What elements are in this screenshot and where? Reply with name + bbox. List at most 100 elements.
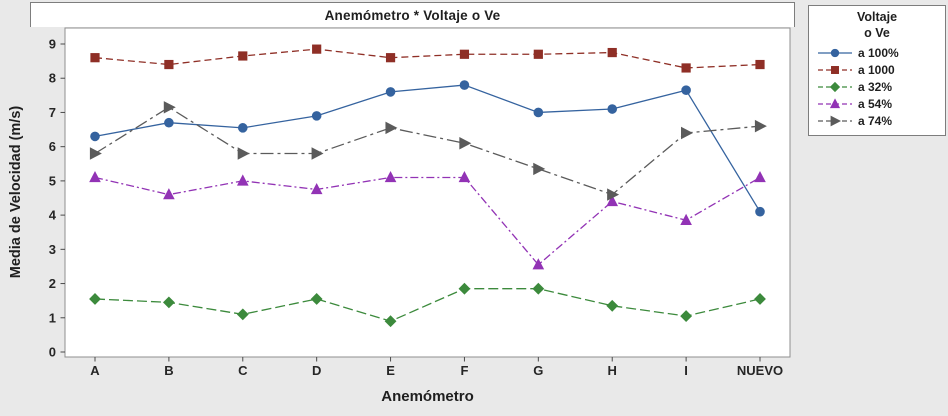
- data-point-marker: [310, 293, 323, 305]
- data-point-marker: [163, 101, 176, 114]
- y-tick-label: 1: [49, 310, 56, 325]
- legend-label: a 32%: [858, 79, 893, 94]
- data-point-marker: [606, 194, 619, 207]
- y-tick-label: 9: [49, 37, 56, 52]
- data-point-marker: [533, 49, 543, 59]
- legend: Voltaje o Ve a 100% a 1000 a 32% a 54% a 74%: [808, 5, 946, 137]
- series-line-a-32%: [94, 288, 761, 322]
- data-point-marker: [458, 170, 471, 183]
- legend-item-a-74%: a 74%: [809, 112, 945, 129]
- data-point-marker: [311, 111, 322, 121]
- data-point-marker: [680, 310, 693, 322]
- x-tick-label: D: [312, 363, 321, 378]
- data-point-marker: [830, 48, 840, 57]
- x-tick-label: I: [684, 363, 688, 378]
- series-line-a-54%: [94, 176, 761, 266]
- data-point-marker: [533, 107, 544, 118]
- data-point-marker: [459, 80, 470, 90]
- legend-item-a-1000: a 1000: [809, 61, 945, 78]
- legend-item-a-100%: a 100%: [809, 44, 945, 61]
- x-tick-label: F: [460, 363, 468, 378]
- data-point-marker: [532, 282, 545, 295]
- data-point-marker: [755, 206, 765, 217]
- y-tick-label: 5: [49, 173, 56, 188]
- data-point-marker: [607, 47, 617, 58]
- legend-marker-sample: [818, 115, 852, 127]
- data-point-marker: [680, 213, 692, 225]
- x-tick-label: A: [90, 363, 100, 378]
- data-point-marker: [385, 87, 396, 97]
- data-point-marker: [681, 126, 693, 140]
- legend-marker-sample: [818, 65, 852, 74]
- data-point-marker: [310, 182, 323, 195]
- data-point-marker: [459, 49, 470, 59]
- data-point-marker: [754, 170, 766, 183]
- data-point-marker: [829, 81, 841, 92]
- data-point-marker: [164, 117, 174, 128]
- legend-title: Voltaje o Ve: [809, 10, 945, 41]
- y-tick-label: 3: [49, 242, 56, 257]
- legend-label: a 74%: [858, 113, 893, 128]
- data-point-marker: [384, 170, 397, 183]
- legend-title-line1: Voltaje: [856, 10, 898, 24]
- legend-item-a-54%: a 54%: [809, 95, 945, 112]
- data-point-marker: [754, 293, 766, 305]
- data-point-marker: [829, 98, 841, 108]
- legend-label: a 100%: [858, 45, 899, 60]
- data-point-marker: [606, 299, 619, 312]
- data-point-marker: [681, 85, 691, 95]
- data-point-marker: [89, 170, 101, 183]
- data-point-marker: [607, 188, 620, 201]
- x-tick-label: G: [533, 363, 543, 378]
- y-tick-label: 7: [49, 105, 56, 120]
- legend-marker-sample: [818, 81, 852, 92]
- data-point-marker: [89, 147, 102, 160]
- y-tick-label: 6: [49, 139, 56, 154]
- data-point-marker: [385, 121, 398, 135]
- data-point-marker: [237, 123, 248, 133]
- data-point-marker: [164, 59, 174, 70]
- plot-area: [64, 27, 791, 358]
- x-tick-label: C: [238, 363, 248, 378]
- legend-label: a 1000: [858, 62, 895, 77]
- legend-item-a-32%: a 32%: [809, 78, 945, 95]
- data-point-marker: [163, 188, 175, 200]
- series-line-a-74%: [94, 106, 761, 196]
- data-point-marker: [311, 147, 324, 160]
- legend-items: a 100% a 1000 a 32% a 54% a 74%: [809, 44, 945, 129]
- data-point-marker: [90, 131, 100, 142]
- legend-title-line2: o Ve: [864, 25, 890, 40]
- data-point-marker: [607, 104, 618, 114]
- series-line-a-100%: [94, 84, 761, 213]
- x-tick-label: H: [608, 363, 617, 378]
- data-point-marker: [90, 53, 100, 63]
- plot-canvas: 0 1 2 3 4 5 6 7 8 9 A B C D E F G H I NUEVO: [49, 27, 791, 378]
- data-point-marker: [312, 44, 322, 54]
- x-tick-label: E: [386, 363, 395, 378]
- y-tick-label: 2: [49, 276, 56, 291]
- legend-marker-sample: [818, 48, 852, 57]
- legend-marker-sample: [818, 98, 852, 108]
- legend-label: a 54%: [858, 96, 893, 111]
- chart-title-band: Anemómetro * Voltaje o Ve: [30, 2, 795, 27]
- data-point-marker: [681, 63, 691, 73]
- data-point-marker: [384, 315, 397, 328]
- data-point-marker: [458, 282, 471, 295]
- y-tick-label: 4: [49, 208, 57, 223]
- data-point-marker: [533, 162, 546, 176]
- data-point-marker: [755, 59, 765, 70]
- data-point-marker: [532, 258, 545, 270]
- x-tick-label: B: [164, 363, 173, 378]
- data-point-marker: [238, 51, 248, 61]
- data-point-marker: [236, 308, 249, 321]
- data-point-marker: [237, 147, 250, 160]
- chart-title: Anemómetro * Voltaje o Ve: [324, 7, 501, 23]
- x-axis-title: Anemómetro: [381, 388, 474, 405]
- data-point-marker: [236, 174, 249, 186]
- y-tick-label: 0: [49, 345, 56, 360]
- data-point-marker: [162, 296, 175, 309]
- series-line-a-1000: [94, 48, 761, 69]
- data-point-marker: [459, 137, 472, 150]
- data-point-marker: [385, 53, 396, 63]
